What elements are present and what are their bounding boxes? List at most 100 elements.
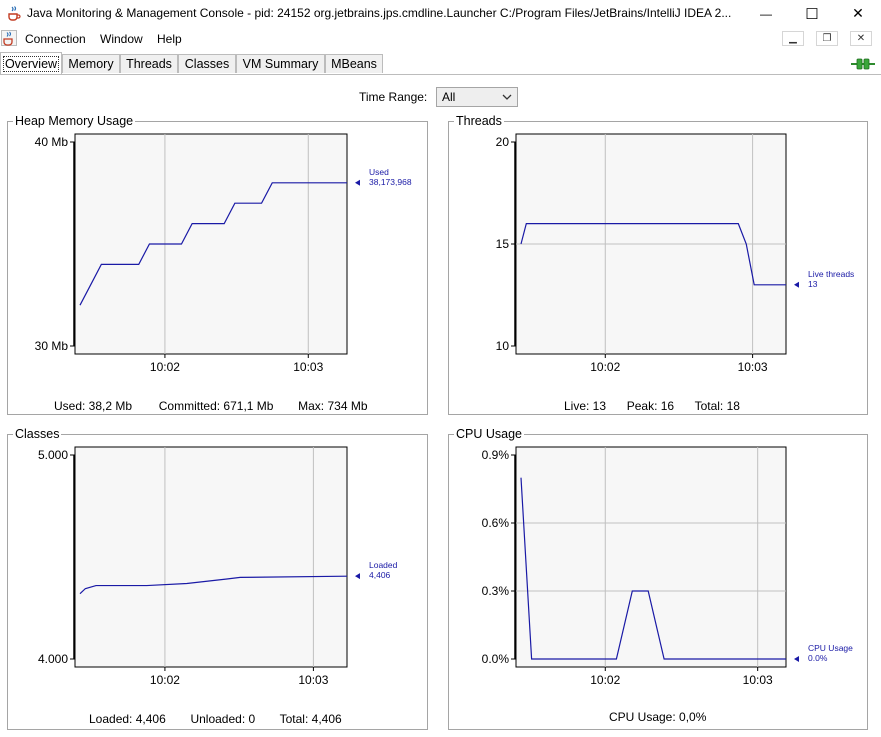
tab-label: VM Summary [242, 57, 319, 71]
close-icon: ✕ [852, 5, 864, 21]
classes-loaded-stat: Loaded: 4,406 [89, 712, 166, 726]
time-range-select[interactable]: All [436, 87, 518, 107]
panel-title: Classes [13, 427, 62, 441]
threads-peak-stat: Peak: 16 [626, 399, 675, 413]
cpu-stats: CPU Usage: 0,0% [609, 710, 706, 724]
x-tick-label: 10:03 [298, 673, 328, 687]
series-line [79, 575, 348, 595]
heap-stats: Used: 38,2 Mb Committed: 671,1 Mb Max: 7… [54, 399, 368, 413]
threads-total-stat: Total: 18 [694, 399, 740, 413]
y-tick-label: 0.0% [482, 652, 510, 666]
minimize-button[interactable]: — [743, 0, 789, 27]
y-tick-label: 0.3% [482, 584, 510, 598]
series-line [79, 182, 347, 306]
heap-memory-panel: Heap Memory Usage [7, 114, 428, 415]
legend-series-name: CPU Usage [808, 643, 853, 653]
tab-vm-summary[interactable]: VM Summary [236, 54, 325, 73]
close-icon: ✕ [856, 33, 866, 44]
panel-title: Threads [454, 114, 504, 128]
tab-bar: Overview Memory Threads Classes VM Summa… [0, 52, 881, 75]
x-tick-label: 10:02 [590, 673, 620, 687]
time-range-label: Time Range: [359, 90, 428, 104]
legend-series-name: Loaded [369, 560, 398, 570]
menu-window[interactable]: Window [100, 32, 143, 46]
y-tick-label: 15 [496, 237, 510, 251]
threads-panel: Threads [448, 114, 868, 415]
classes-panel: Classes [7, 427, 428, 730]
legend-marker [794, 656, 799, 662]
panel-title: Heap Memory Usage [13, 114, 136, 128]
y-tick-label: 40 Mb [35, 135, 69, 149]
legend-series-value: 13 [808, 279, 818, 289]
minimize-icon: ▁ [789, 33, 797, 44]
classes-total-stat: Total: 4,406 [279, 712, 342, 726]
minimize-icon: — [760, 6, 772, 21]
inner-restore-button[interactable]: ❐ [816, 31, 838, 46]
tab-label: MBeans [331, 57, 377, 71]
x-tick-label: 10:02 [590, 360, 620, 374]
cpu-usage-panel: CPU Usage [448, 427, 868, 730]
tab-label: Classes [184, 57, 230, 71]
tab-label: Overview [2, 55, 60, 72]
series-line [520, 222, 786, 286]
legend-series-value: 4,406 [369, 570, 391, 580]
restore-icon: ❐ [822, 33, 832, 44]
chevron-down-icon [502, 94, 512, 100]
tab-mbeans[interactable]: MBeans [325, 54, 383, 73]
tab-label: Memory [68, 57, 114, 71]
title-bar: Java Monitoring & Management Console - p… [0, 0, 881, 27]
classes-unloaded-stat: Unloaded: 0 [190, 712, 256, 726]
connection-status-icon [851, 58, 875, 70]
plot-area [74, 446, 348, 668]
heap-used-stat: Used: 38,2 Mb [54, 399, 133, 413]
menu-connection[interactable]: Connection [25, 32, 86, 46]
close-button[interactable]: ✕ [835, 0, 881, 27]
legend-series-value: 0.0% [808, 653, 828, 663]
legend-marker [355, 573, 360, 580]
y-tick-label: 20 [496, 135, 510, 149]
x-tick-label: 10:03 [743, 673, 773, 687]
y-tick-label: 4.000 [38, 652, 68, 666]
y-tick-label: 5.000 [38, 448, 68, 462]
y-tick-label: 0.9% [482, 448, 510, 462]
y-tick-label: 30 Mb [35, 339, 69, 353]
maximize-button[interactable]: ☐ [789, 0, 835, 27]
java-cup-icon [8, 6, 21, 21]
x-tick-label: 10:03 [293, 360, 323, 374]
inner-minimize-button[interactable]: ▁ [782, 31, 804, 46]
legend-series-name: Used [369, 167, 389, 177]
legend-marker [355, 179, 360, 186]
x-tick-label: 10:02 [150, 673, 180, 687]
plot-area [515, 446, 787, 668]
threads-stats: Live: 13 Peak: 16 Total: 18 [564, 399, 740, 413]
plot-area [74, 133, 348, 355]
series-line [520, 477, 786, 660]
tab-classes[interactable]: Classes [178, 54, 236, 73]
threads-live-stat: Live: 13 [564, 399, 607, 413]
heap-max-stat: Max: 734 Mb [298, 399, 368, 413]
legend-series-value: 38,173,968 [369, 177, 412, 187]
legend-series-name: Live threads [808, 269, 854, 279]
java-cup-icon[interactable] [1, 30, 17, 46]
x-tick-label: 10:02 [150, 360, 180, 374]
panel-title: CPU Usage [454, 427, 524, 441]
maximize-icon: ☐ [805, 5, 819, 23]
y-tick-label: 10 [496, 339, 510, 353]
x-tick-label: 10:03 [738, 360, 768, 374]
menu-help[interactable]: Help [157, 32, 182, 46]
heap-committed-stat: Committed: 671,1 Mb [158, 399, 274, 413]
cpu-usage-stat: CPU Usage: 0,0% [609, 710, 707, 724]
legend-marker [794, 281, 799, 288]
tab-memory[interactable]: Memory [62, 54, 120, 73]
time-range-value: All [442, 90, 456, 104]
tab-overview[interactable]: Overview [0, 52, 62, 74]
tab-label: Threads [126, 57, 172, 71]
classes-stats: Loaded: 4,406 Unloaded: 0 Total: 4,406 [89, 712, 342, 726]
inner-close-button[interactable]: ✕ [850, 31, 872, 46]
menu-bar: Connection Window Help ▁ ❐ ✕ [0, 28, 881, 50]
tab-threads[interactable]: Threads [120, 54, 178, 73]
